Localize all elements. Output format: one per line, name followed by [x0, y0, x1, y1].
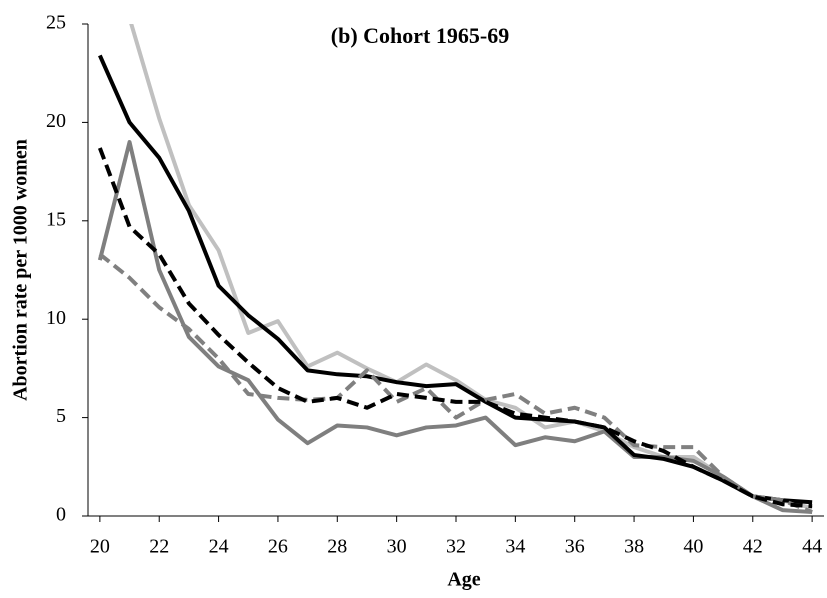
x-tick-label: 36 — [565, 536, 585, 558]
series-line — [98, 252, 813, 514]
plot-area — [97, 24, 813, 515]
x-tick-label: 30 — [387, 536, 407, 558]
series-line — [97, 147, 813, 509]
x-tick-label: 22 — [149, 536, 169, 558]
x-tick-label: 32 — [446, 536, 466, 558]
x-tick-label: 42 — [743, 536, 763, 558]
series-line — [129, 24, 813, 511]
series-line — [98, 54, 813, 505]
y-axis-label: Abortion rate per 1000 women — [10, 139, 32, 401]
x-tick-label: 38 — [624, 536, 644, 558]
y-tick-label: 0 — [56, 504, 66, 526]
x-tick-label: 44 — [802, 536, 822, 558]
y-tick-label: 25 — [46, 12, 66, 34]
x-tick-label: 20 — [90, 536, 110, 558]
y-tick-label: 20 — [46, 110, 66, 132]
y-tick-label: 15 — [46, 208, 66, 230]
x-tick-label: 26 — [268, 536, 288, 558]
y-tick-label: 5 — [56, 405, 66, 427]
x-tick-label: 24 — [209, 536, 229, 558]
x-tick-label: 40 — [683, 536, 703, 558]
y-tick-label: 10 — [46, 307, 66, 329]
x-tick-label: 28 — [327, 536, 347, 558]
x-axis-label: Age — [447, 569, 480, 591]
chart-title: (b) Cohort 1965-69 — [331, 23, 509, 48]
series-line — [97, 140, 813, 515]
x-tick-label: 34 — [505, 536, 525, 558]
